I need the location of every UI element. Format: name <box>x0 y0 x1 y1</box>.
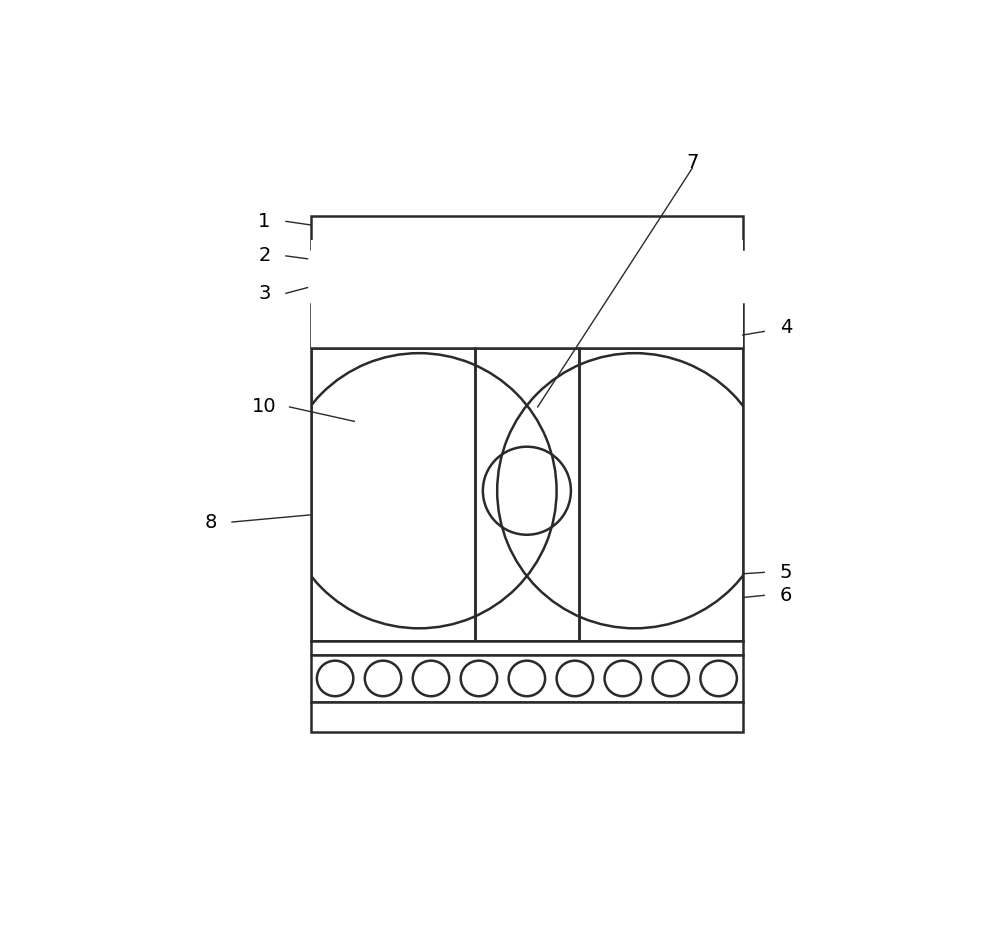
Bar <box>315 276 738 289</box>
Ellipse shape <box>534 310 573 342</box>
Text: 7: 7 <box>686 153 698 172</box>
Ellipse shape <box>480 310 519 342</box>
Bar <box>311 655 743 701</box>
Bar <box>311 641 743 748</box>
Text: 8: 8 <box>204 513 217 531</box>
Ellipse shape <box>509 660 545 696</box>
Bar <box>311 240 743 348</box>
Ellipse shape <box>642 310 681 342</box>
Bar <box>311 217 743 248</box>
Ellipse shape <box>696 310 735 342</box>
Ellipse shape <box>373 310 411 342</box>
Ellipse shape <box>427 310 465 342</box>
Bar <box>315 289 738 304</box>
Text: 6: 6 <box>780 586 792 605</box>
Text: 10: 10 <box>252 398 277 417</box>
Ellipse shape <box>700 660 737 696</box>
Text: 1: 1 <box>258 212 271 231</box>
Bar <box>311 701 743 732</box>
Ellipse shape <box>317 660 353 696</box>
Text: 4: 4 <box>780 318 792 337</box>
Text: 5: 5 <box>780 563 792 582</box>
Ellipse shape <box>365 660 401 696</box>
Ellipse shape <box>588 310 627 342</box>
Ellipse shape <box>557 660 593 696</box>
Bar <box>311 348 743 641</box>
Bar <box>311 348 743 641</box>
Bar <box>311 641 743 655</box>
Bar <box>315 261 738 276</box>
Ellipse shape <box>461 660 497 696</box>
Ellipse shape <box>319 310 358 342</box>
Bar <box>315 248 738 261</box>
Ellipse shape <box>605 660 641 696</box>
Bar <box>743 348 851 641</box>
Bar <box>311 304 743 348</box>
Ellipse shape <box>413 660 449 696</box>
Text: 3: 3 <box>258 284 271 303</box>
Bar <box>203 348 311 641</box>
Text: 2: 2 <box>258 247 271 265</box>
Ellipse shape <box>653 660 689 696</box>
